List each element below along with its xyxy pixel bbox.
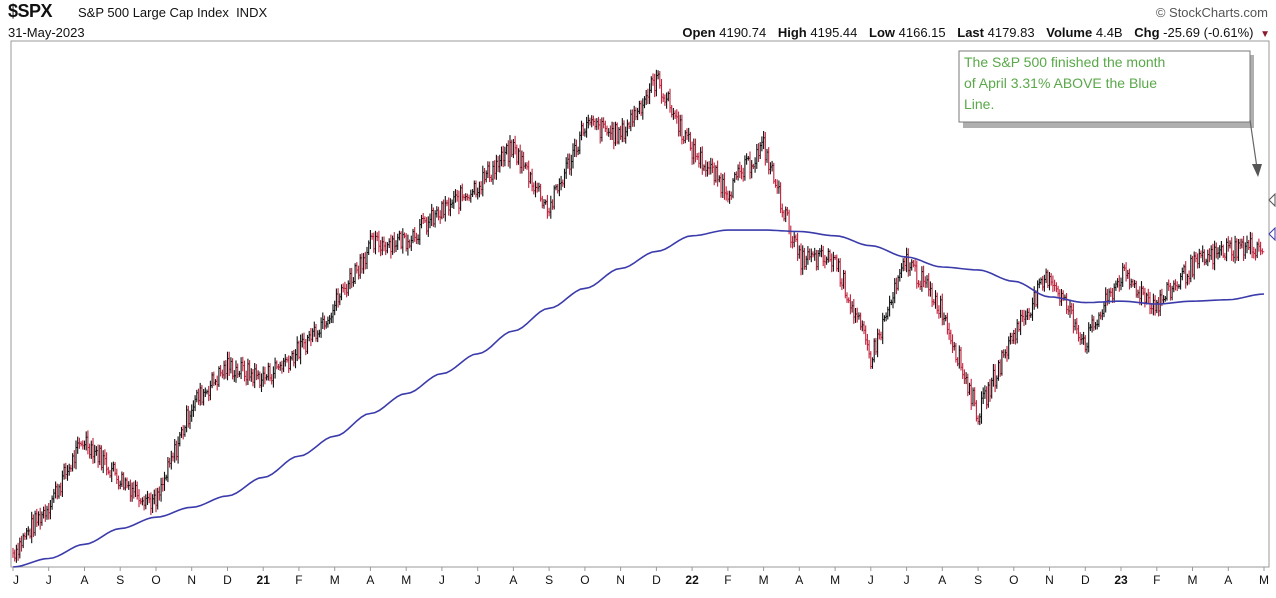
- x-tick-label: A: [366, 573, 374, 587]
- annotation-line-3: Line.: [964, 96, 994, 112]
- price-bars: [12, 69, 1265, 563]
- price-stats: Open 4190.74 High 4195.44 Low 4166.15 La…: [682, 25, 1270, 40]
- x-tick-label: A: [80, 573, 88, 587]
- down-arrow-icon: ▼: [1260, 29, 1270, 40]
- stat-low-label: Low: [869, 25, 895, 40]
- copyright-notice: © StockCharts.com: [1155, 5, 1268, 20]
- stat-open-value: 4190.74: [719, 25, 767, 40]
- x-tick-label: M: [759, 573, 769, 587]
- x-tick-label: F: [724, 573, 731, 587]
- x-tick-label: M: [830, 573, 840, 587]
- stat-high-label: High: [777, 25, 807, 40]
- annotation-arrow-line: [1249, 119, 1258, 169]
- x-tick-label: D: [1081, 573, 1090, 587]
- x-tick-label: D: [223, 573, 232, 587]
- stat-low-value: 4166.15: [898, 25, 946, 40]
- x-axis: J J A S O N D 21 F M A M J J A S O N D 22 F M A M J J A S O N D 23 F M A M: [12, 567, 1269, 587]
- x-tick-label: J: [46, 573, 52, 587]
- x-tick-label: S: [545, 573, 553, 587]
- stat-high-value: 4195.44: [810, 25, 858, 40]
- index-full-name: S&P 500 Large Cap Index: [78, 5, 229, 20]
- x-tick-label: D: [652, 573, 661, 587]
- moving-average-line: [12, 229, 1265, 568]
- x-tick-label: 21: [257, 573, 271, 587]
- annotation-arrow-head: [1252, 164, 1262, 177]
- last-price-marker: [1268, 192, 1276, 208]
- ticker-symbol: $SPX: [8, 1, 53, 21]
- annotation-line-1: The S&P 500 finished the month: [964, 54, 1165, 70]
- chart-header: $SPX S&P 500 Large Cap Index INDX © Stoc…: [0, 0, 1276, 24]
- index-name: S&P 500 Large Cap Index INDX: [78, 5, 267, 20]
- x-tick-label: J: [904, 573, 910, 587]
- annotation-line-2: of April 3.31% ABOVE the Blue: [964, 75, 1157, 91]
- x-tick-label: J: [475, 573, 481, 587]
- x-tick-label: 22: [685, 573, 699, 587]
- x-tick-label: M: [401, 573, 411, 587]
- stat-volume-label: Volume: [1046, 25, 1093, 40]
- x-tick-label: A: [938, 573, 946, 587]
- x-tick-label: S: [974, 573, 982, 587]
- stat-chg-label: Chg: [1134, 25, 1160, 40]
- x-tick-label: A: [795, 573, 803, 587]
- x-tick-label: N: [187, 573, 196, 587]
- x-tick-label: N: [616, 573, 625, 587]
- x-tick-label: A: [1224, 573, 1232, 587]
- stat-last-value: 4179.83: [987, 25, 1035, 40]
- stat-chg-value: -25.69 (-0.61%): [1163, 25, 1254, 40]
- x-tick-label: M: [1188, 573, 1198, 587]
- annotation-frame: [958, 50, 1251, 123]
- x-tick-label: 23: [1114, 573, 1128, 587]
- x-tick-label: J: [13, 573, 19, 587]
- x-tick-label: N: [1045, 573, 1054, 587]
- x-tick-label: J: [439, 573, 445, 587]
- x-tick-label: F: [295, 573, 302, 587]
- x-tick-label: O: [1009, 573, 1018, 587]
- exchange-label: INDX: [236, 5, 268, 20]
- ma-value-marker: [1268, 226, 1276, 242]
- stat-volume-value: 4.4B: [1095, 25, 1123, 40]
- stat-last-label: Last: [957, 25, 984, 40]
- annotation-box: The S&P 500 finished the month of April …: [958, 50, 1262, 177]
- x-tick-label: O: [580, 573, 589, 587]
- x-tick-label: J: [868, 573, 874, 587]
- chart-date: 31-May-2023: [8, 25, 85, 40]
- stat-open-label: Open: [682, 25, 716, 40]
- x-tick-label: F: [1153, 573, 1160, 587]
- x-tick-label: M: [1259, 573, 1269, 587]
- x-tick-label: S: [116, 573, 124, 587]
- x-tick-label: M: [330, 573, 340, 587]
- x-tick-label: A: [509, 573, 517, 587]
- x-tick-label: O: [151, 573, 160, 587]
